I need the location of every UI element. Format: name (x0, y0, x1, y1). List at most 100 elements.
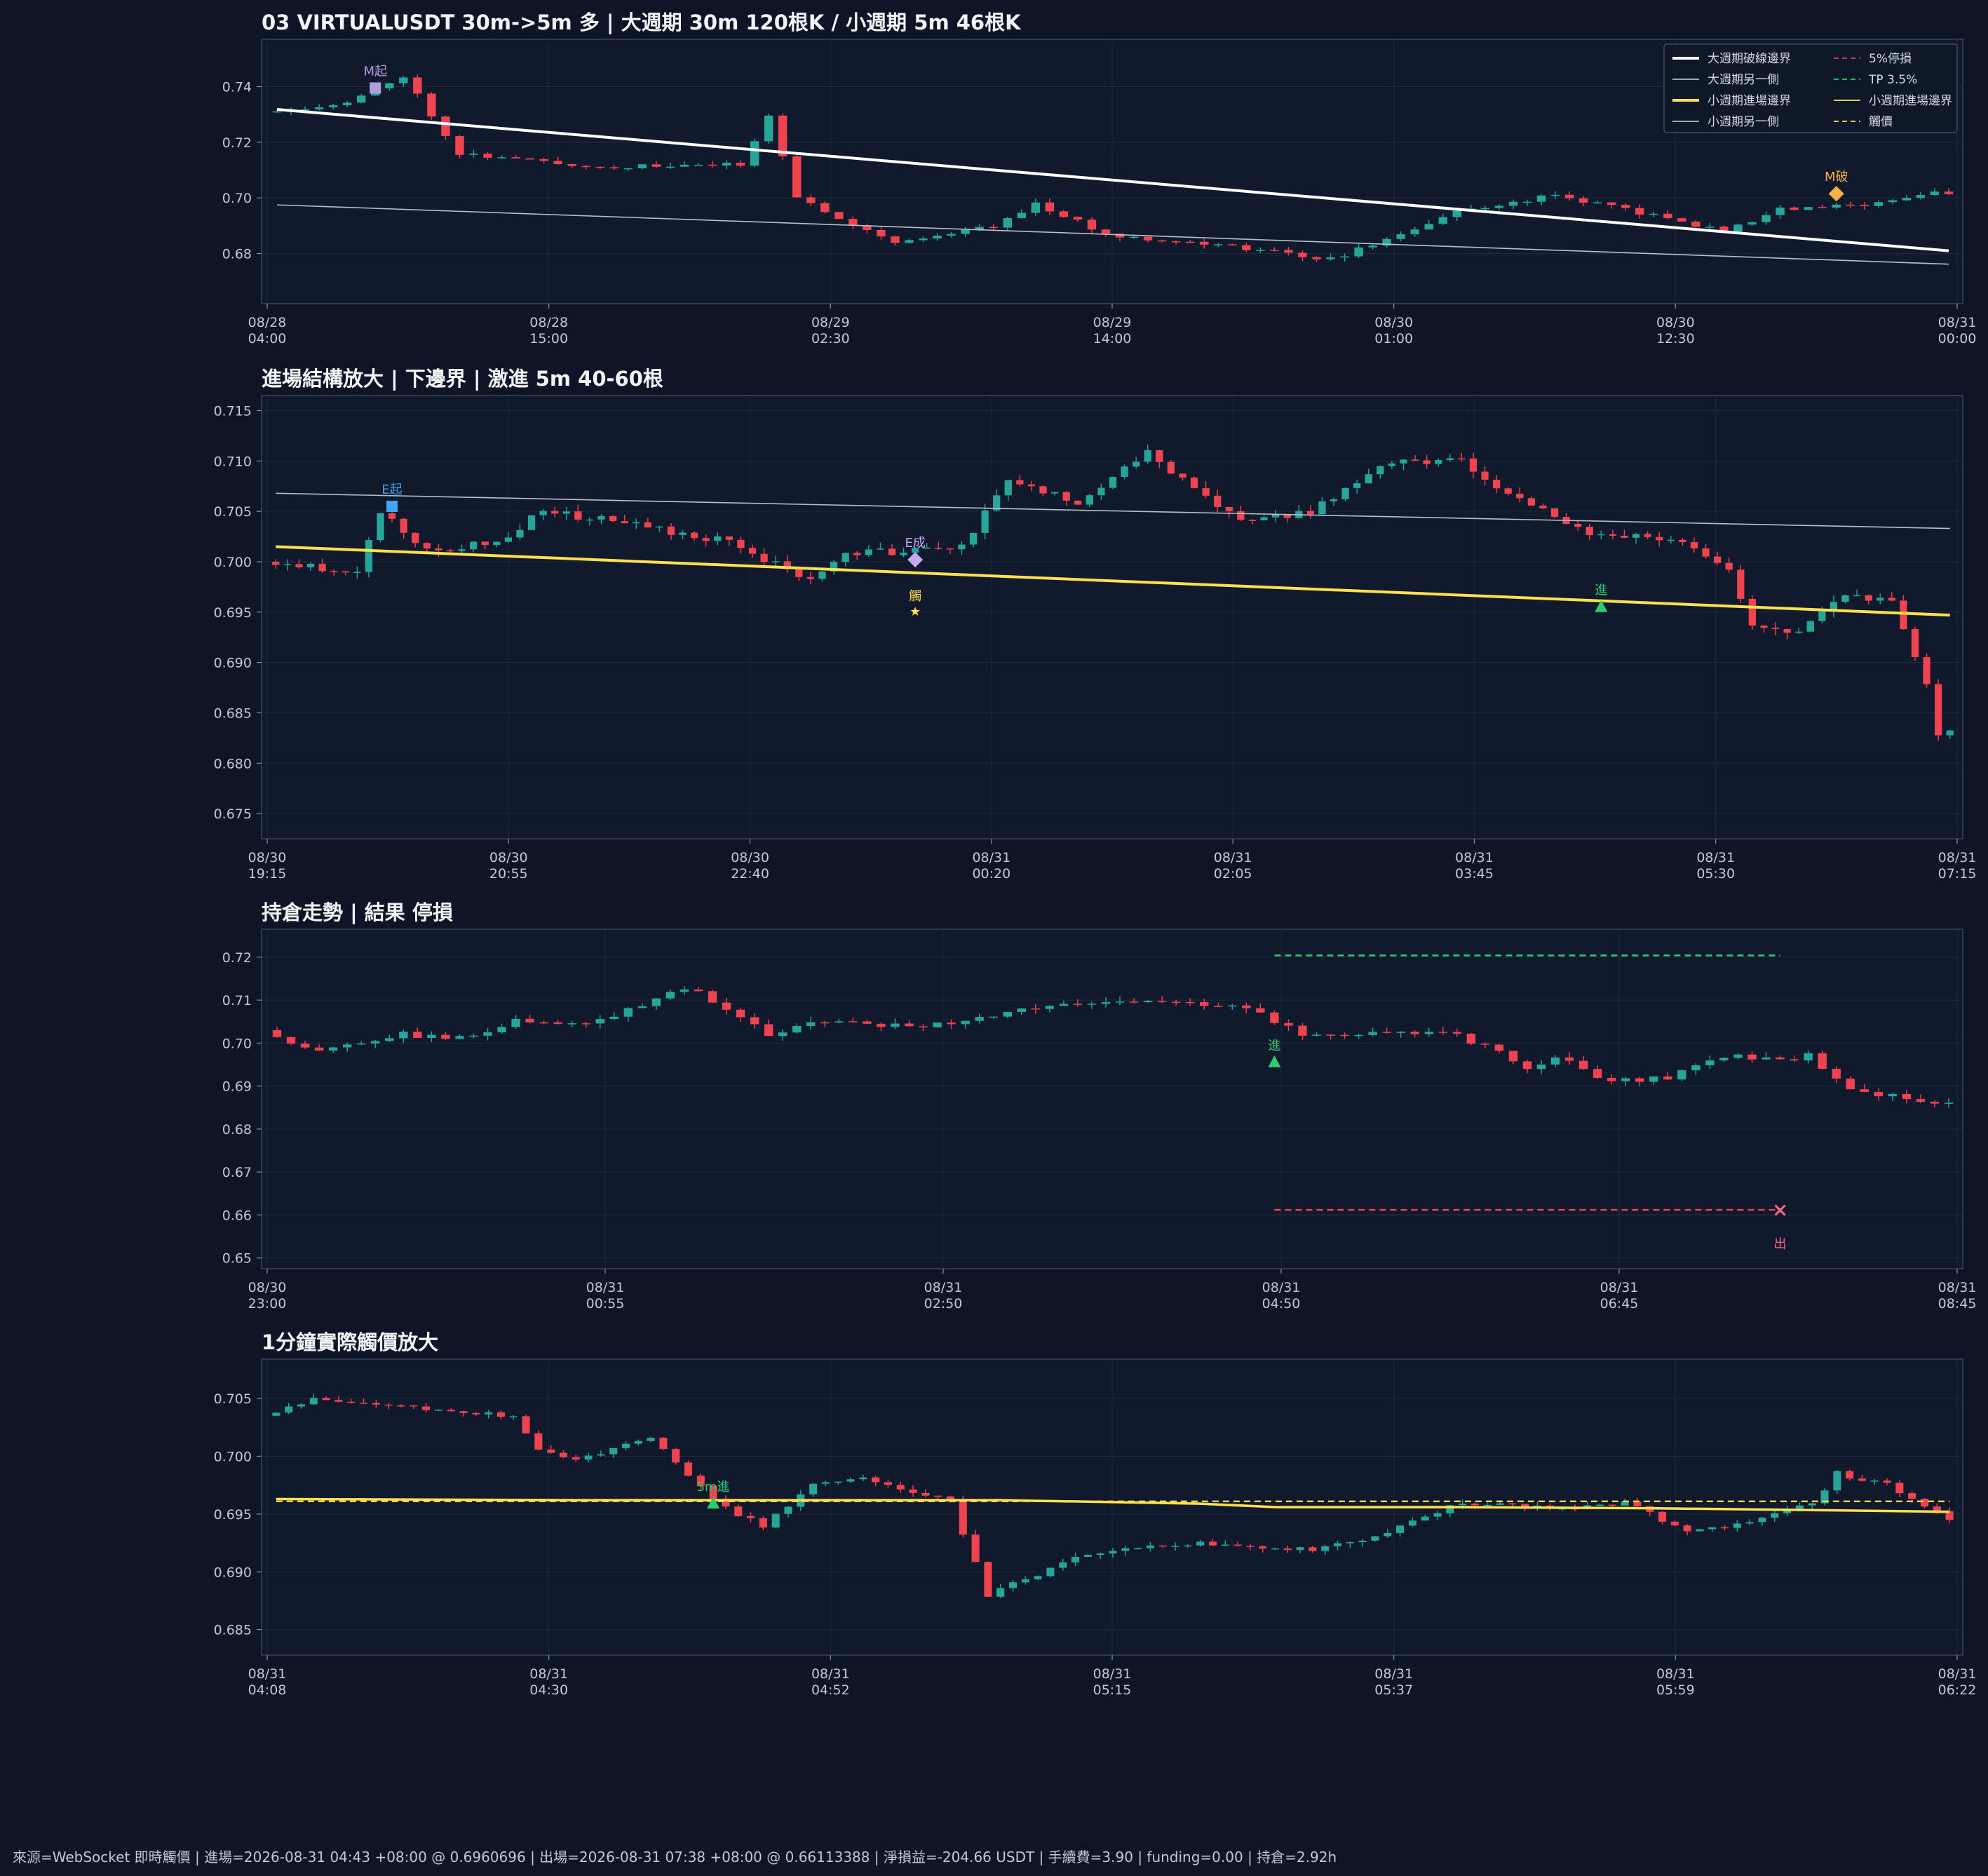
x-tick-time: 05:37 (1374, 1682, 1413, 1698)
candle-body (525, 1018, 534, 1023)
candle-body (759, 1518, 767, 1528)
candle-body (1721, 1527, 1729, 1529)
candle-body (651, 164, 661, 167)
x-tick-time: 01:00 (1374, 331, 1413, 346)
x-tick-date: 08/31 (972, 850, 1010, 865)
candle-body (975, 1017, 984, 1021)
x-tick-time: 02:05 (1214, 866, 1252, 882)
candle-body (1908, 1493, 1916, 1499)
candle-body (1045, 1006, 1055, 1009)
candle-body (905, 240, 914, 243)
candle-body (553, 161, 562, 164)
candle-body (447, 1410, 455, 1412)
x-tick-time: 22:40 (731, 866, 769, 882)
candle-body (455, 1036, 464, 1039)
candle-body (623, 168, 633, 170)
candle-body (778, 1032, 787, 1037)
candle-body (975, 227, 984, 230)
candle-body (412, 532, 419, 544)
candle-body (334, 1400, 343, 1402)
candle-body (971, 1534, 980, 1563)
candle-body (272, 1030, 282, 1037)
candle-body (981, 510, 989, 533)
candle-body (1446, 458, 1454, 461)
y-tick-label: 0.710 (214, 454, 252, 469)
candle-body (1902, 198, 1912, 201)
candle-body (969, 532, 978, 545)
candle-body (353, 572, 361, 574)
footer-info: 來源=WebSocket 即時觸價 | 進場=2026-08-31 04:43 … (13, 1849, 1337, 1865)
y-tick-label: 0.72 (222, 950, 252, 966)
candle-body (1358, 1540, 1367, 1543)
candle-body (609, 515, 617, 522)
series-line (276, 204, 1949, 265)
candle-body (694, 164, 703, 166)
marker-label: E成 (905, 536, 925, 551)
candle-body (1944, 1102, 1954, 1104)
y-tick-label: 0.700 (214, 1449, 252, 1464)
candle-body (1830, 602, 1838, 612)
candle-body (1504, 488, 1512, 494)
candle-body (896, 1485, 905, 1490)
candle-body (553, 1022, 562, 1024)
candle-body (1097, 487, 1105, 496)
candle-body (1190, 477, 1198, 489)
candle-body (1256, 250, 1265, 251)
candle-body (1109, 476, 1117, 488)
candle-body (872, 1477, 880, 1483)
legend-label: 5%停損 (1869, 52, 1912, 66)
candle-body (1228, 1005, 1237, 1007)
candle-body (1326, 257, 1335, 259)
legend-label: 小週期進場邊界 (1708, 94, 1791, 108)
marker-label: 5m進 (697, 1480, 730, 1494)
y-tick-label: 0.68 (222, 1122, 252, 1138)
candle-body (427, 1034, 436, 1039)
candle-body (1129, 1001, 1139, 1003)
candle-body (481, 541, 489, 546)
candle-body (750, 1017, 759, 1025)
candle-body (1683, 1525, 1691, 1532)
candle-body (1248, 520, 1257, 521)
x-tick-date: 08/29 (811, 315, 850, 330)
candle-body (1132, 461, 1140, 467)
candle-body (1632, 534, 1640, 538)
candle-body (1143, 236, 1153, 241)
candle-body (283, 564, 292, 565)
candle-body (834, 212, 844, 220)
candle-body (1832, 1068, 1841, 1079)
candle-body (806, 1022, 816, 1026)
x-tick-time: 23:00 (248, 1296, 287, 1311)
candle-body (551, 511, 559, 514)
candle-body (764, 1024, 773, 1037)
x-tick-time: 05:30 (1696, 866, 1735, 882)
x-tick-time: 04:50 (1262, 1296, 1301, 1311)
x-tick-date: 08/31 (1656, 1666, 1695, 1682)
x-tick-date: 08/29 (1093, 315, 1132, 330)
candle-body (342, 571, 349, 573)
candle-body (784, 1506, 792, 1514)
y-tick-label: 0.690 (214, 1565, 252, 1580)
candle-body (1733, 224, 1743, 232)
panel-3: 0.65 0.66 0.67 0.68 0.69 0.70 0.71 0.72 08/3023:… (222, 900, 1977, 1311)
x-tick-time: 00:00 (1938, 331, 1977, 346)
candle-body (1179, 473, 1186, 478)
candle-body (1895, 1483, 1904, 1494)
candle-body (586, 519, 594, 521)
candle-body (725, 536, 733, 540)
candle-body (286, 1037, 296, 1044)
candle-body (365, 540, 373, 572)
candle-body (1494, 1044, 1504, 1051)
candle-body (318, 563, 326, 572)
candle-body (709, 1485, 717, 1499)
candle-body (410, 1405, 418, 1407)
marker-label: 出 (1774, 1237, 1787, 1252)
candle-body (820, 203, 830, 212)
candle-body (1656, 537, 1663, 541)
candle-body (1860, 1089, 1869, 1093)
candle-body (1233, 1544, 1242, 1546)
candle-body (1354, 247, 1363, 257)
y-tick-label: 0.70 (222, 1036, 252, 1051)
candle-body (1469, 458, 1478, 472)
candle-body (1396, 234, 1405, 239)
